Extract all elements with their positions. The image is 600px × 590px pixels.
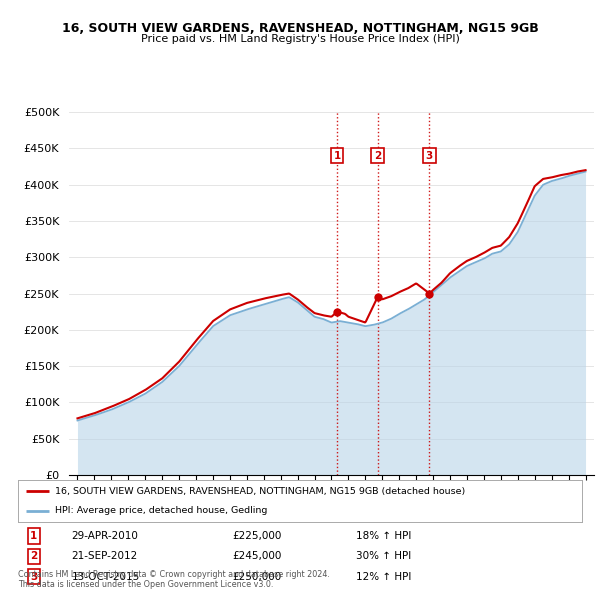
Text: £225,000: £225,000 (232, 531, 281, 541)
Text: £250,000: £250,000 (232, 572, 281, 582)
Text: HPI: Average price, detached house, Gedling: HPI: Average price, detached house, Gedl… (55, 506, 267, 515)
Text: 2: 2 (374, 150, 381, 160)
Text: 1: 1 (334, 150, 341, 160)
Text: 3: 3 (30, 572, 37, 582)
Text: 21-SEP-2012: 21-SEP-2012 (71, 552, 138, 561)
Text: 18% ↑ HPI: 18% ↑ HPI (356, 531, 412, 541)
Text: 13-OCT-2015: 13-OCT-2015 (71, 572, 140, 582)
Text: 30% ↑ HPI: 30% ↑ HPI (356, 552, 412, 561)
Text: 2: 2 (30, 552, 37, 561)
Text: 16, SOUTH VIEW GARDENS, RAVENSHEAD, NOTTINGHAM, NG15 9GB (detached house): 16, SOUTH VIEW GARDENS, RAVENSHEAD, NOTT… (55, 487, 465, 496)
Text: 3: 3 (426, 150, 433, 160)
Text: £245,000: £245,000 (232, 552, 281, 561)
Text: 1: 1 (30, 531, 37, 541)
Text: Contains HM Land Registry data © Crown copyright and database right 2024.
This d: Contains HM Land Registry data © Crown c… (18, 570, 330, 589)
Text: 16, SOUTH VIEW GARDENS, RAVENSHEAD, NOTTINGHAM, NG15 9GB: 16, SOUTH VIEW GARDENS, RAVENSHEAD, NOTT… (62, 22, 538, 35)
Text: 29-APR-2010: 29-APR-2010 (71, 531, 139, 541)
Text: 12% ↑ HPI: 12% ↑ HPI (356, 572, 412, 582)
Text: Price paid vs. HM Land Registry's House Price Index (HPI): Price paid vs. HM Land Registry's House … (140, 34, 460, 44)
